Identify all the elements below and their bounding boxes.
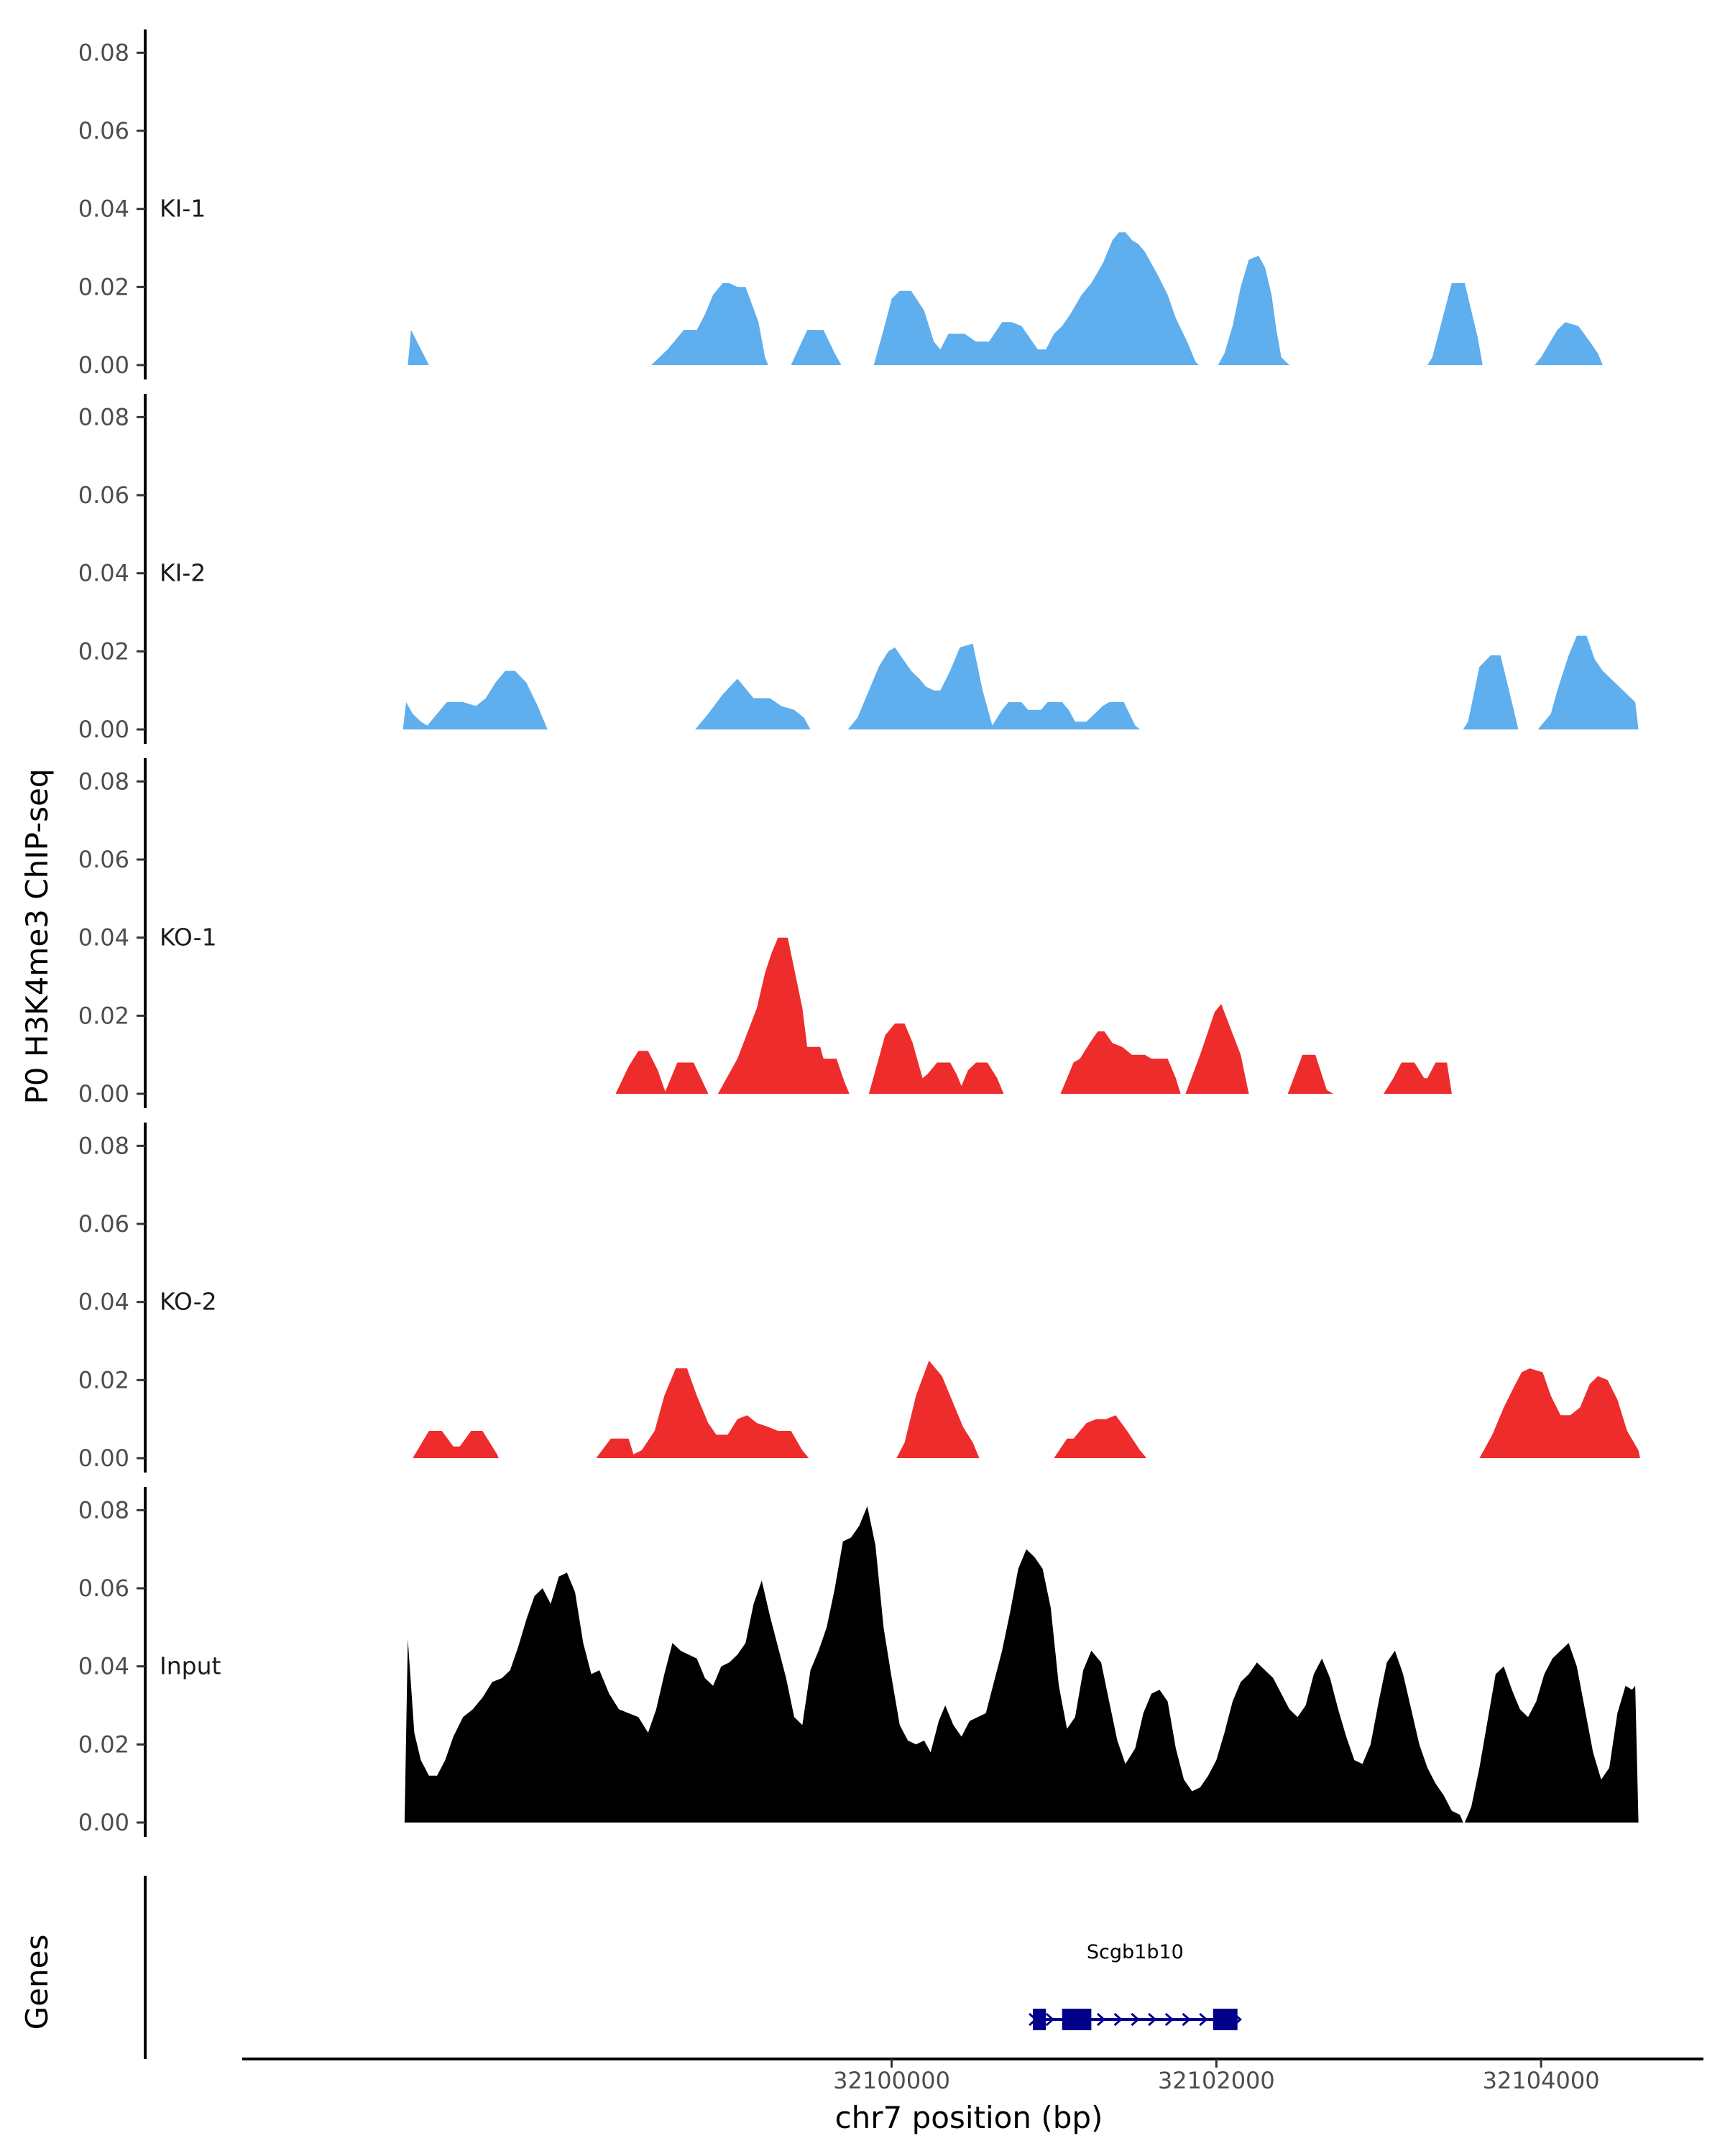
x-tick-label: 32102000	[1158, 2067, 1275, 2094]
strand-arrow	[1182, 2012, 1191, 2027]
y-tick-label: 0.00	[78, 1445, 129, 1472]
signal-area	[847, 643, 1141, 729]
signal-area	[873, 232, 1199, 365]
track-ko-1: 0.00 0.02 0.04 0.06 0.08 KO-1	[78, 758, 1452, 1108]
y-tick-label: 0.02	[78, 1366, 129, 1393]
y-tick-label: 0.04	[78, 195, 129, 223]
y-tick-label: 0.04	[78, 1289, 129, 1316]
y-tick-label: 0.08	[78, 39, 129, 66]
y-tick-label: 0.04	[78, 1653, 129, 1680]
x-axis: chr7 position (bp) 32100000 32102000 32104…	[242, 2058, 1703, 2135]
signal-area	[402, 671, 548, 729]
y-tick-label: 0.02	[78, 637, 129, 665]
y-tick-label: 0.06	[78, 846, 129, 873]
y-tick-label: 0.00	[78, 351, 129, 379]
y-tick-label: 0.08	[78, 1132, 129, 1159]
gene-panel-title: Genes	[19, 1935, 55, 2030]
signal-area	[1427, 282, 1483, 365]
y-tick-label: 0.00	[78, 1809, 129, 1836]
signal-area	[1054, 1415, 1147, 1458]
track-label: KO-2	[160, 1288, 217, 1316]
y-tick-label: 0.06	[78, 1575, 129, 1602]
strand-arrow	[1164, 2012, 1174, 2027]
y-tick-label: 0.04	[78, 560, 129, 587]
y-tick-label: 0.04	[78, 924, 129, 952]
signal-area	[1463, 655, 1519, 729]
gene-panel: Genes Scgb1b10	[19, 1876, 1242, 2059]
x-axis-title: chr7 position (bp)	[835, 2100, 1103, 2135]
signal-area	[695, 678, 811, 729]
track-label: Input	[160, 1652, 221, 1680]
y-axis-title: P0 H3K4me3 ChIP-seq	[19, 768, 55, 1104]
signal-area	[651, 282, 768, 365]
y-tick-label: 0.02	[78, 273, 129, 300]
signal-area	[868, 1023, 1004, 1094]
y-tick-label: 0.02	[78, 1731, 129, 1758]
strand-arrow	[1113, 2012, 1123, 2027]
strand-arrow	[1199, 2012, 1208, 2027]
signal-area	[1464, 1643, 1639, 1823]
gene-exon	[1062, 2009, 1092, 2030]
track-label: KO-1	[160, 923, 217, 952]
signal-area	[1287, 1054, 1333, 1094]
signal-area	[596, 1368, 809, 1458]
y-tick-label: 0.06	[78, 482, 129, 509]
gene-exon	[1033, 2009, 1046, 2030]
signal-area	[1479, 1368, 1640, 1458]
signal-area	[1185, 1004, 1249, 1094]
y-tick-label: 0.06	[78, 1210, 129, 1238]
tracks-area: 0.00 0.02 0.04 0.06 0.08 KI-1 0.00 0.02 0.04 0.06…	[78, 29, 1640, 1837]
signal-area	[615, 1051, 666, 1094]
x-tick-label: 32100000	[833, 2067, 950, 2094]
strand-arrow	[1096, 2012, 1106, 2027]
track-label: KI-2	[160, 559, 206, 587]
gene-exon	[1213, 2009, 1238, 2030]
y-tick-label: 0.08	[78, 403, 129, 430]
strand-arrow	[1045, 2012, 1055, 2027]
y-tick-label: 0.06	[78, 117, 129, 144]
track-ko-2: 0.00 0.02 0.04 0.06 0.08 KO-2	[78, 1123, 1640, 1473]
signal-area	[1384, 1062, 1452, 1094]
signal-area	[1060, 1031, 1181, 1094]
y-tick-label: 0.00	[78, 716, 129, 743]
strand-arrow	[1148, 2012, 1157, 2027]
signal-area	[1535, 322, 1603, 365]
signal-area	[413, 1431, 499, 1458]
signal-area	[1218, 255, 1289, 365]
y-tick-label: 0.08	[78, 1496, 129, 1524]
signal-area	[404, 1506, 1463, 1823]
signal-area	[1537, 635, 1639, 729]
track-input: 0.00 0.02 0.04 0.06 0.08 Input	[78, 1487, 1639, 1837]
signal-area	[896, 1360, 980, 1458]
y-axis-title-group: P0 H3K4me3 ChIP-seq	[19, 768, 55, 1104]
y-tick-label: 0.00	[78, 1080, 129, 1107]
track-ki-2: 0.00 0.02 0.04 0.06 0.08 KI-2	[78, 394, 1639, 744]
x-tick-label: 32104000	[1483, 2067, 1600, 2094]
gene-label: Scgb1b10	[1087, 1941, 1184, 1963]
signal-area	[408, 330, 429, 365]
track-label: KI-1	[160, 195, 206, 223]
y-tick-label: 0.02	[78, 1002, 129, 1029]
signal-area	[791, 330, 842, 365]
track-ki-1: 0.00 0.02 0.04 0.06 0.08 KI-1	[78, 29, 1603, 379]
signal-area	[717, 937, 850, 1094]
y-tick-label: 0.08	[78, 768, 129, 795]
strand-arrow	[1131, 2012, 1140, 2027]
signal-area	[664, 1062, 709, 1094]
